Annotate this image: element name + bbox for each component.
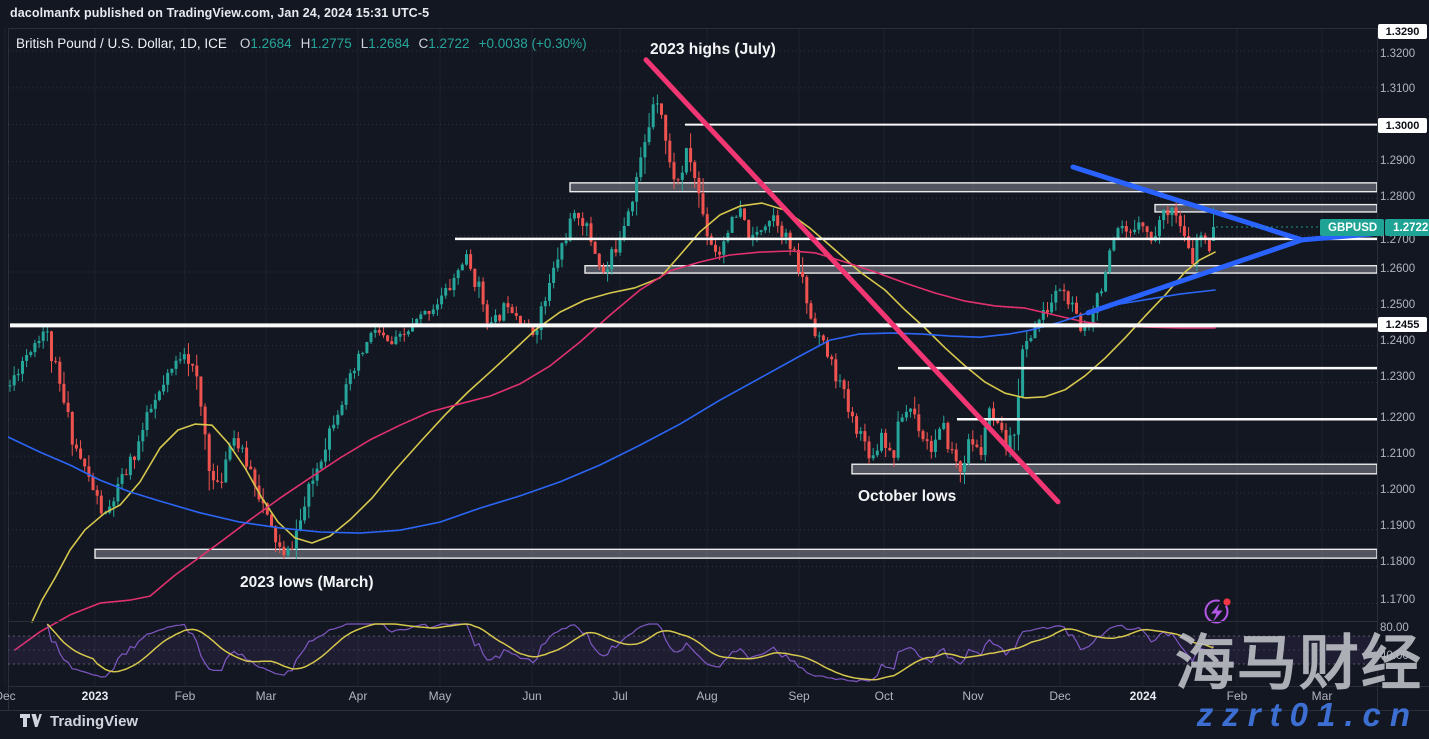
october-lows-zone [851,463,1378,475]
last-price-value: 1.2722 [1385,219,1429,236]
watermark-domain: zzrt01.cn [1196,696,1419,733]
rsi-line [46,623,1215,683]
supply-demand-zones[interactable] [94,182,1378,559]
price-tick-label: 1.1800 [1380,556,1416,568]
price-tick-label: 1.2100 [1380,448,1416,460]
price-tick-label: 1.3100 [1380,83,1416,95]
watermark-cjk: 海马财经 [1175,629,1423,699]
price-level-badge: 1.3290 [1378,24,1427,39]
ohlc-item: L1.2684 [360,36,410,51]
time-tick-label: Apr [348,689,368,703]
price-tick-label: 1.2600 [1380,263,1416,275]
MA-slow-blue [8,289,1216,534]
daily-change: +0.0038 (+0.30%) [478,36,587,51]
triangle-upper [1070,164,1305,243]
symbol-title[interactable]: British Pound / U.S. Dollar, 1D, ICE [16,36,227,51]
rsi-smoothing-line [46,623,1214,681]
time-tick-label: Mar [255,689,277,703]
price-tick-label: 1.2700 [1380,234,1416,246]
price-tick-label: 1.2500 [1380,299,1416,311]
time-tick-label: Jun [522,689,542,703]
time-tick-label: Nov [962,689,984,703]
published-caption: dacolmanfx published on TradingView.com,… [10,6,430,20]
ohlc-item: H1.2775 [300,36,352,51]
bottom-border [0,710,1429,711]
downtrend-from-2023-highs [643,57,1061,505]
MA-fast-yellow [31,202,1216,623]
time-tick-label: Mar [1311,689,1333,703]
text-annotation[interactable]: 2023 highs (July) [650,41,776,58]
time-tick-label: Sep [788,689,810,703]
price-tick-label: 80.00 [1380,622,1409,634]
rsi-pane [8,623,1377,683]
ohlc-item: C1.2722 [418,36,470,51]
grid [4,28,1377,686]
price-level-badge: 1.3000 [1378,118,1427,133]
symbol-legend[interactable]: British Pound / U.S. Dollar, 1D, ICE O1.… [16,36,587,51]
ohlc-item: O1.2684 [239,36,292,51]
time-tick-label: Dec [1049,689,1071,703]
time-tick-label: Aug [696,689,718,703]
price-tick-label: 40.00 [1380,650,1409,662]
candlestick-series [8,94,1215,560]
trendlines[interactable] [643,57,1374,505]
chart-frame [8,28,1378,711]
price-tick-label: 1.3200 [1380,48,1416,60]
horizontal-levels[interactable] [10,123,1377,421]
text-annotation[interactable]: 2023 lows (March) [240,574,374,591]
tradingview-attribution[interactable]: TradingView [20,713,138,730]
time-tick-label: Feb [1226,689,1248,703]
price-tick-label: 1.2000 [1380,484,1416,496]
price-tick-label: 1.2300 [1380,371,1416,383]
price-tick-label: 1.2400 [1380,335,1416,347]
price-axis-separator[interactable] [1377,28,1378,710]
tradingview-logo-text[interactable]: TradingView [50,713,139,730]
ohlc-values: O1.2684 H1.2775 L1.2684 C1.2722 [240,36,470,51]
time-tick-label: 2024 [1129,689,1157,703]
time-axis-separator [8,686,1429,687]
flash-icon[interactable] [1201,596,1232,627]
MA-mid-pink [14,250,1216,651]
time-tick-label: Dec [0,689,16,703]
price-tick-label: 1.2200 [1380,412,1416,424]
price-tick-label: 1.1900 [1380,520,1416,532]
time-tick-label: May [428,689,452,703]
symbol-badge-label: GBPUSD [1320,219,1385,236]
price-tick-label: 1.2900 [1380,155,1416,167]
time-tick-label: Oct [874,689,894,703]
resistance-1.28 [569,182,1378,193]
moving-averages [8,202,1216,651]
time-tick-label: Jul [612,689,628,703]
time-tick-label: Feb [174,689,196,703]
time-tick-label: 2023 [81,689,109,703]
pane-separator[interactable] [8,621,1377,622]
support-1.26 [584,265,1378,274]
last-price-badge: GBPUSD 1.2722 [1320,219,1429,236]
text-annotation[interactable]: October lows [858,488,957,505]
price-level-badge: 1.2455 [1378,317,1427,332]
price-tick-label: 1.1700 [1380,594,1416,606]
tradingview-logo-icon [20,713,42,727]
price-tick-label: 1.2800 [1380,191,1416,203]
